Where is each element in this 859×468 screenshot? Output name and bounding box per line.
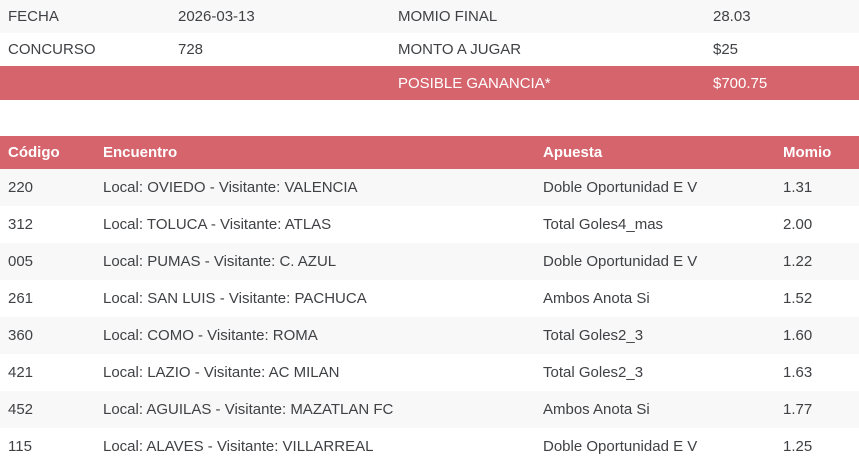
encuentro-cell: Local: PUMAS - Visitante: C. AZUL [103,253,337,270]
apuesta-cell: Total Goles4_mas [543,216,664,233]
momio-cell: 1.52 [783,290,813,307]
apuesta-cell: Total Goles2_3 [543,364,644,381]
concurso-label: CONCURSO [8,41,96,58]
monto-a-jugar-label: MONTO A JUGAR [398,41,522,58]
codigo-cell: 421 [8,364,34,381]
momio-cell: 1.77 [783,401,813,418]
monto-a-jugar-value: $25 [713,41,739,58]
codigo-cell: 360 [8,327,34,344]
table-row: 005 Local: PUMAS - Visitante: C. AZUL Do… [0,243,859,280]
table-row: 312 Local: TOLUCA - Visitante: ATLAS Tot… [0,206,859,243]
fecha-label: FECHA [8,8,59,25]
encuentro-cell: Local: AGUILAS - Visitante: MAZATLAN FC [103,401,394,418]
momio-cell: 1.25 [783,438,813,455]
posible-ganancia-value: $700.75 [713,74,768,92]
momio-final-label: MOMIO FINAL [398,8,498,25]
table-row: 421 Local: LAZIO - Visitante: AC MILAN T… [0,354,859,391]
fecha-value: 2026-03-13 [178,8,255,25]
codigo-cell: 261 [8,290,34,307]
table-row: 261 Local: SAN LUIS - Visitante: PACHUCA… [0,280,859,317]
momio-cell: 1.31 [783,179,813,196]
table-row: 452 Local: AGUILAS - Visitante: MAZATLAN… [0,391,859,428]
momio-cell: 1.22 [783,253,813,270]
apuesta-cell: Ambos Anota Si [543,290,650,307]
summary-table: FECHA 2026-03-13 MOMIO FINAL 28.03 CONCU… [0,0,859,100]
summary-row-concurso: CONCURSO 728 MONTO A JUGAR $25 [0,33,859,66]
table-row: 115 Local: ALAVES - Visitante: VILLARREA… [0,428,859,465]
apuesta-cell: Total Goles2_3 [543,327,644,344]
header-momio: Momio [775,136,859,169]
summary-row-fecha: FECHA 2026-03-13 MOMIO FINAL 28.03 [0,0,859,33]
encuentro-cell: Local: OVIEDO - Visitante: VALENCIA [103,179,358,196]
encuentro-cell: Local: LAZIO - Visitante: AC MILAN [103,364,340,381]
apuesta-cell: Doble Oportunidad E V [543,438,698,455]
header-encuentro: Encuentro [95,136,535,169]
codigo-cell: 220 [8,179,34,196]
momio-cell: 2.00 [783,216,813,233]
codigo-cell: 312 [8,216,34,233]
apuesta-cell: Doble Oportunidad E V [543,253,698,270]
table-row: 360 Local: COMO - Visitante: ROMA Total … [0,317,859,354]
bets-header-row: Código Encuentro Apuesta Momio [0,136,859,169]
encuentro-cell: Local: ALAVES - Visitante: VILLARREAL [103,438,374,455]
header-codigo: Código [0,136,95,169]
momio-final-value: 28.03 [713,8,751,25]
codigo-cell: 005 [8,253,34,270]
header-apuesta: Apuesta [535,136,775,169]
momio-cell: 1.63 [783,364,813,381]
summary-row-ganancia: POSIBLE GANANCIA* $700.75 [0,66,859,100]
concurso-value: 728 [178,41,204,58]
encuentro-cell: Local: SAN LUIS - Visitante: PACHUCA [103,290,367,307]
momio-cell: 1.60 [783,327,813,344]
table-row: 220 Local: OVIEDO - Visitante: VALENCIA … [0,169,859,206]
codigo-cell: 452 [8,401,34,418]
apuesta-cell: Doble Oportunidad E V [543,179,698,196]
encuentro-cell: Local: COMO - Visitante: ROMA [103,327,318,344]
apuesta-cell: Ambos Anota Si [543,401,650,418]
posible-ganancia-label: POSIBLE GANANCIA* [398,74,551,92]
bets-table: Código Encuentro Apuesta Momio 220 Local… [0,136,859,465]
encuentro-cell: Local: TOLUCA - Visitante: ATLAS [103,216,332,233]
table-gap [0,100,859,136]
codigo-cell: 115 [8,438,32,455]
